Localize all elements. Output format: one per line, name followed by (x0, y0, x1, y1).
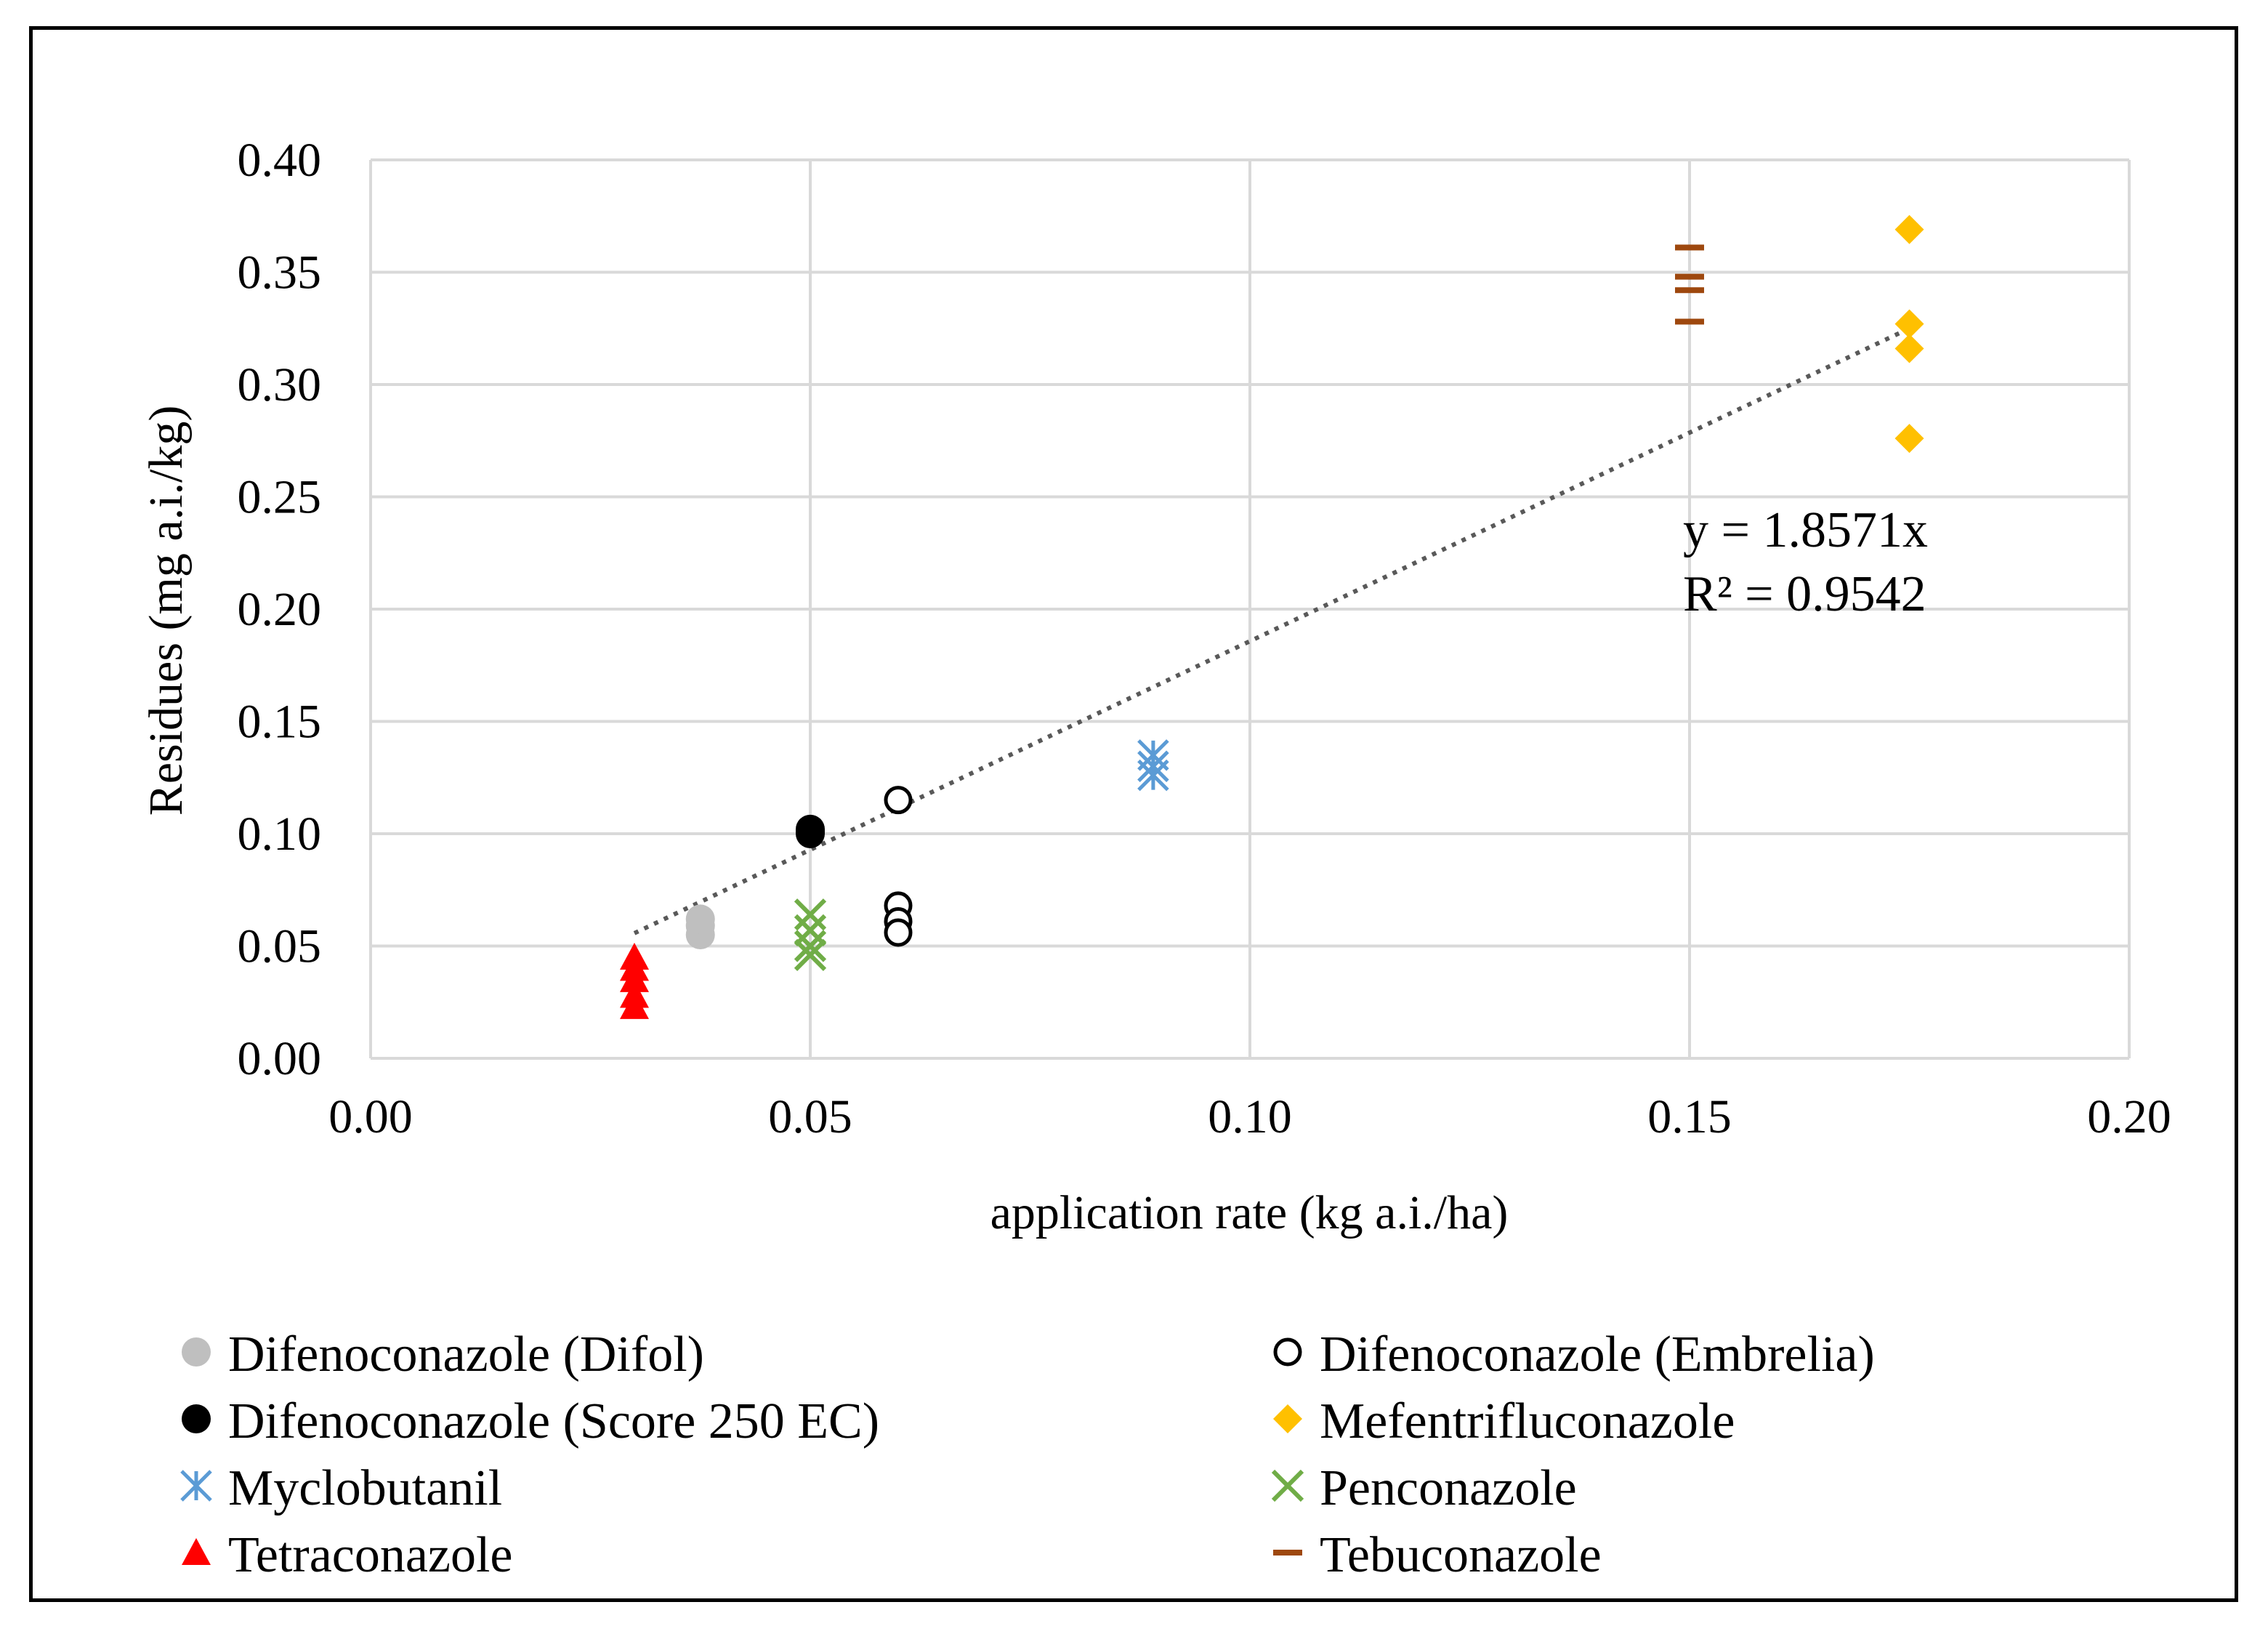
y-tick-label: 0.15 (238, 696, 322, 749)
y-tick-label: 0.30 (238, 358, 322, 411)
data-point (1894, 334, 1924, 363)
y-tick-label: 0.35 (238, 246, 322, 299)
data-points (620, 214, 1924, 1019)
legend-label: Tetraconazole (228, 1527, 513, 1583)
data-point (620, 991, 649, 1019)
legend-label: Difenoconazole (Score 250 EC) (228, 1393, 879, 1449)
trendline (633, 326, 1910, 935)
data-point (1894, 309, 1924, 339)
legend-label: Penconazole (1320, 1460, 1577, 1516)
data-point (884, 918, 913, 947)
y-tick-label: 0.10 (238, 808, 322, 861)
data-point (1894, 214, 1924, 244)
legend-label: Myclobutanil (228, 1460, 502, 1516)
data-point (1894, 424, 1924, 454)
data-point (796, 814, 825, 844)
legend: Difenoconazole (Difol) Difenoconazole (Em… (180, 1327, 1875, 1583)
y-tick-label: 0.25 (238, 471, 322, 524)
data-point (1137, 759, 1169, 792)
trendline-layer (633, 326, 1910, 935)
data-point (794, 930, 827, 962)
legend-label: Difenoconazole (Embrelia) (1320, 1327, 1875, 1383)
legend-marker (182, 1337, 211, 1367)
data-point (1675, 318, 1704, 325)
y-axis-label: Residues (mg a.i./kg) (140, 406, 193, 816)
data-point (1675, 273, 1704, 280)
legend-marker (1273, 1550, 1302, 1555)
data-point (794, 938, 827, 971)
data-point (794, 898, 827, 931)
data-point (620, 965, 649, 992)
data-point (685, 904, 715, 934)
data-point (884, 786, 913, 815)
legend-marker (1271, 1469, 1304, 1502)
chart-frame (29, 26, 2238, 1602)
x-tick-label: 0.05 (768, 1090, 852, 1143)
legend-label: Mefentrifluconazole (1320, 1393, 1735, 1449)
data-point (1675, 244, 1704, 251)
y-tick-label: 0.05 (238, 920, 322, 973)
x-tick-label: 0.15 (1647, 1090, 1732, 1143)
legend-marker (182, 1404, 211, 1433)
data-point (794, 914, 827, 946)
x-axis-label: application rate (kg a.i./ha) (990, 1186, 1509, 1239)
legend-marker (180, 1470, 212, 1502)
tick-labels: 0.00 0.05 0.10 0.15 0.20 0.25 0.30 0.35 0.40 0.00… (238, 134, 2171, 1143)
trendline-equation: y = 1.8571x (1683, 502, 1928, 558)
legend-marker (1273, 1337, 1302, 1367)
y-tick-label: 0.00 (238, 1032, 322, 1085)
legend-label: Tebuconazole (1320, 1527, 1602, 1583)
legend-marker (1273, 1404, 1302, 1433)
legend-marker (182, 1538, 211, 1565)
data-point (1675, 287, 1704, 294)
x-tick-label: 0.00 (328, 1090, 413, 1143)
grid-lines (369, 158, 2131, 1060)
y-tick-label: 0.40 (238, 134, 322, 187)
trendline-r-squared: R² = 0.9542 (1683, 566, 1926, 622)
legend-label: Difenoconazole (Difol) (228, 1327, 704, 1383)
y-tick-label: 0.20 (238, 583, 322, 636)
x-tick-label: 0.10 (1208, 1090, 1292, 1143)
x-tick-label: 0.20 (2087, 1090, 2171, 1143)
